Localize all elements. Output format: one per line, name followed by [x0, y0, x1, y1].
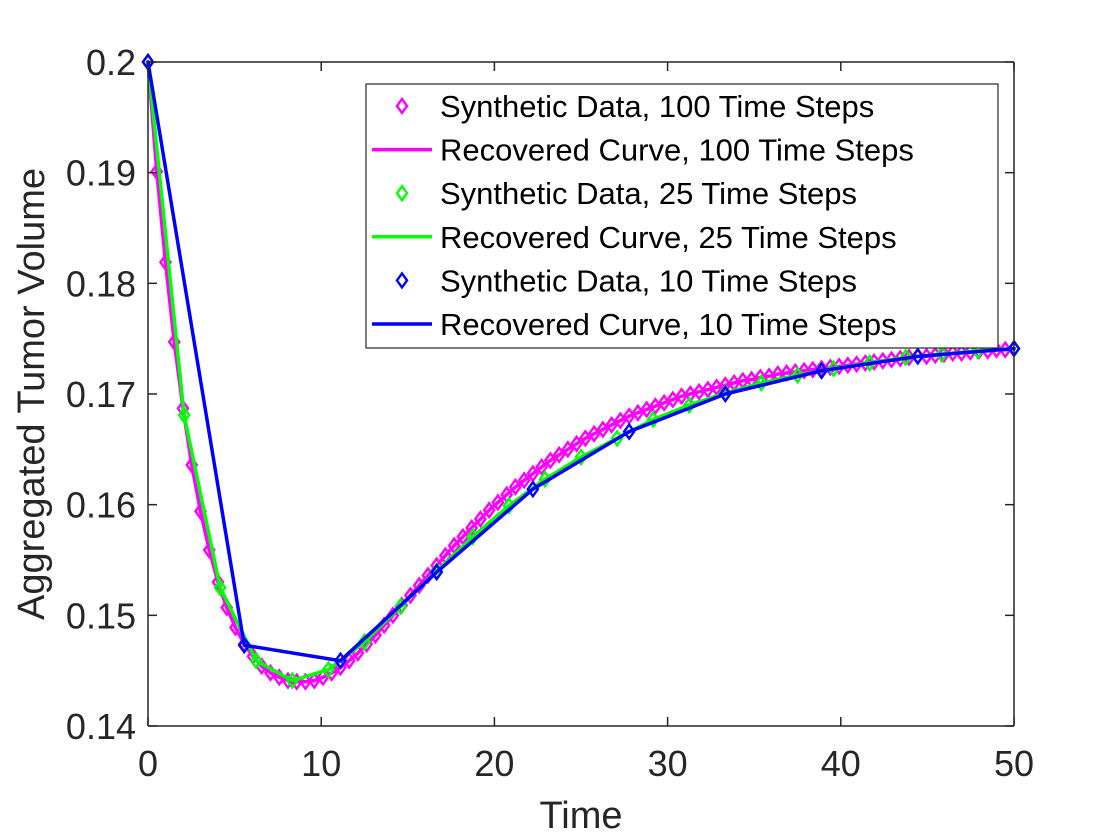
ticks-layer: 0 10 20 30 40 50 0.14 0.15 0.16 0.17 0.18 0.19 0.2 [66, 42, 1034, 784]
legend-label: Synthetic Data, 10 Time Steps [440, 263, 857, 298]
data-point [935, 345, 949, 364]
x-tick-label: 10 [301, 743, 341, 784]
y-tick-label: 0.18 [66, 263, 136, 304]
legend-label: Recovered Curve, 100 Time Steps [440, 133, 914, 168]
x-axis-title: Time [539, 795, 622, 837]
legend-entry: Recovered Curve, 10 Time Steps [372, 307, 897, 342]
data-point [863, 353, 877, 373]
data-point [946, 343, 960, 363]
legend-box [365, 83, 999, 349]
x-tick-label: 40 [821, 743, 861, 784]
data-point [211, 573, 225, 592]
legend-entry: Synthetic Data, 25 Time Steps [395, 176, 857, 211]
data-point [237, 636, 251, 655]
y-tick-label: 0.2 [86, 42, 136, 83]
x-tick-label: 0 [138, 743, 158, 784]
series-6 [146, 60, 1016, 663]
y-tick-label: 0.19 [66, 153, 136, 194]
legend-label: Recovered Curve, 25 Time Steps [440, 220, 897, 255]
legend-entry: Synthetic Data, 100 Time Steps [395, 89, 874, 124]
x-tick-label: 50 [994, 743, 1034, 784]
legend-marker-swatch [395, 271, 409, 290]
legend-entry: Synthetic Data, 10 Time Steps [395, 263, 857, 298]
legend-label: Recovered Curve, 10 Time Steps [440, 307, 897, 342]
y-tick-label: 0.16 [66, 485, 136, 526]
data-point [827, 359, 841, 378]
legend-marker-swatch [395, 96, 409, 116]
y-tick-label: 0.17 [66, 374, 136, 415]
data-point [249, 651, 263, 670]
data-point [213, 578, 227, 597]
x-tick-label: 20 [474, 743, 514, 784]
y-tick-label: 0.14 [66, 706, 136, 747]
y-tick-label: 0.15 [66, 595, 136, 636]
x-tick-label: 30 [648, 743, 688, 784]
series-layer [141, 52, 1021, 691]
legend-entry: Recovered Curve, 100 Time Steps [372, 133, 914, 168]
data-point [815, 361, 829, 380]
legend-label: Synthetic Data, 100 Time Steps [440, 89, 874, 124]
data-point [911, 347, 925, 366]
y-axis-title: Aggregated Tumor Volume [11, 168, 53, 620]
legend-marker-swatch [395, 184, 409, 203]
legend-entries: Synthetic Data, 100 Time Steps Recovered … [372, 89, 914, 342]
series-line [146, 60, 1016, 663]
legend-label: Synthetic Data, 25 Time Steps [440, 176, 857, 211]
data-point [899, 348, 913, 367]
legend: Synthetic Data, 100 Time Steps Recovered … [365, 83, 999, 349]
legend-entry: Recovered Curve, 25 Time Steps [372, 220, 897, 255]
